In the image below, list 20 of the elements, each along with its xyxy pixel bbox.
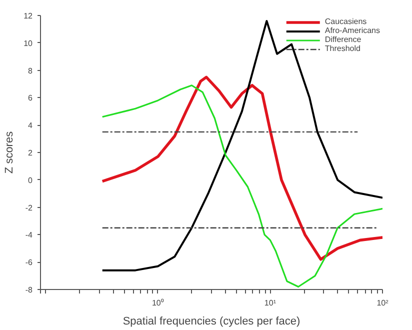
y-tick-label: 4 — [28, 121, 34, 130]
x-tick-label: 10² — [376, 298, 389, 308]
x-tick-label: 10¹ — [264, 298, 276, 308]
y-axis-title: Z scores — [4, 130, 16, 174]
y-tick-label: -2 — [25, 203, 34, 212]
y-tick-label: -6 — [25, 258, 34, 268]
legend-label: Threshold — [324, 44, 360, 53]
y-tick-label: 10 — [24, 38, 34, 48]
y-tick-label: 12 — [24, 12, 34, 20]
y-tick-label: 6 — [28, 94, 34, 103]
y-tick-label: 0 — [28, 176, 34, 185]
legend-label: Caucasiens — [324, 17, 367, 26]
legend-label: Afro-Americans — [324, 26, 380, 35]
y-tick-label: -4 — [25, 230, 34, 240]
y-tick-label: -8 — [25, 286, 34, 294]
x-tick-label: 10⁰ — [152, 298, 164, 308]
y-tick-label: 2 — [28, 148, 34, 158]
y-tick-label: 8 — [28, 66, 34, 76]
x-axis-title: Spatial frequencies (cycles per face) — [122, 316, 300, 328]
legend-label: Difference — [324, 35, 362, 44]
